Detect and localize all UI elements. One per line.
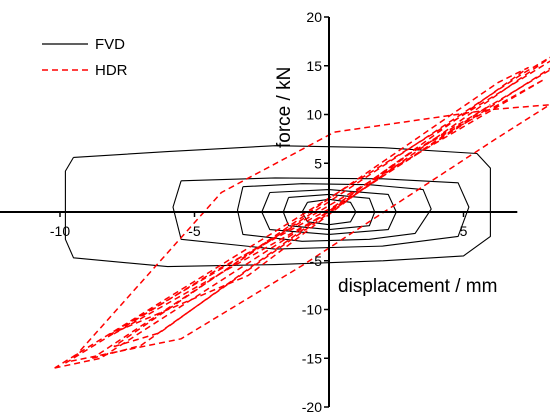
y-tick-label: -15 bbox=[302, 350, 322, 366]
x-tick-label: -5 bbox=[188, 223, 201, 239]
y-tick-label: 5 bbox=[314, 155, 322, 171]
fvd-loop-1 bbox=[64, 145, 491, 268]
hdr-loop-4 bbox=[70, 104, 550, 362]
x-tick-label: 5 bbox=[460, 223, 468, 239]
y-tick-label: -5 bbox=[310, 253, 323, 269]
plot-area bbox=[54, 56, 550, 369]
hdr-loop-1 bbox=[54, 60, 550, 369]
legend-label-hdr: HDR bbox=[95, 62, 128, 79]
y-tick-label: -10 bbox=[302, 302, 322, 318]
x-axis: -10 -5 5 bbox=[0, 211, 518, 239]
y-axis-title: force / kN bbox=[274, 67, 295, 148]
y-tick-label: 20 bbox=[306, 9, 322, 25]
y-axis: -20 -15 -10 -5 5 10 15 20 bbox=[302, 9, 330, 415]
fvd-loop-2 bbox=[172, 177, 470, 250]
fvd-loop-3 bbox=[236, 183, 432, 242]
y-tick-label: -20 bbox=[302, 399, 322, 415]
legend: FVD HDR bbox=[42, 36, 128, 79]
y-tick-label: 15 bbox=[306, 58, 322, 74]
y-tick-label: 10 bbox=[306, 107, 322, 123]
hdr-loop-6 bbox=[65, 69, 550, 364]
hdr-loop-3 bbox=[113, 66, 529, 348]
x-tick-label: -10 bbox=[50, 223, 70, 239]
fvd-loop-5 bbox=[282, 193, 376, 231]
hdr-loop-7 bbox=[113, 104, 491, 335]
legend-label-fvd: FVD bbox=[95, 36, 125, 53]
fvd-loop-4 bbox=[261, 189, 397, 235]
x-axis-title: displacement / mm bbox=[338, 276, 497, 297]
